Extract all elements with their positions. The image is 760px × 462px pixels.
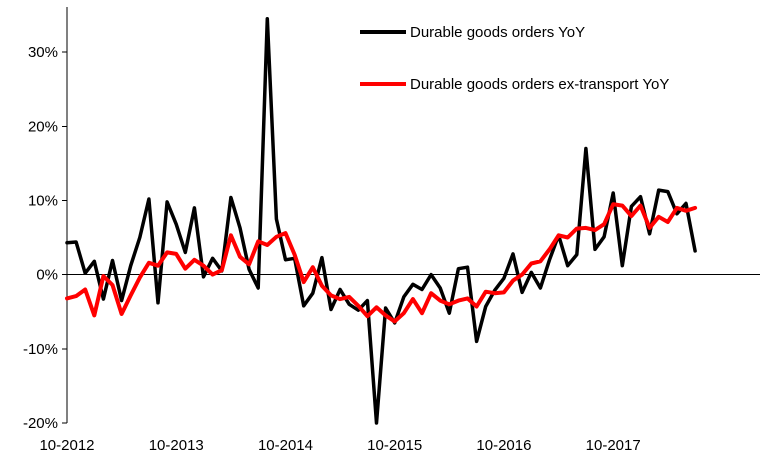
y-tick-label: -10%	[23, 341, 58, 358]
y-tick-label: 10%	[28, 192, 58, 209]
y-tick-label: 30%	[28, 44, 58, 61]
series-layer	[65, 16, 698, 425]
x-tick-label: 10-2014	[258, 437, 313, 454]
x-tick-label: 10-2012	[39, 437, 94, 454]
x-axis: 10-2012 10-2013 10-2014 10-2015 10-2016 10-20…	[39, 274, 760, 454]
x-tick-label: 10-2017	[586, 437, 641, 454]
x-tick-label: 10-2013	[149, 437, 204, 454]
series-line-durable-goods	[65, 16, 697, 425]
legend-label: Durable goods orders ex-transport YoY	[410, 76, 669, 93]
legend-label: Durable goods orders YoY	[410, 24, 585, 41]
y-axis: -20% -10% 0% 10% 20% 30%	[23, 7, 68, 432]
x-tick-label: 10-2015	[367, 437, 422, 454]
y-tick-label: 20%	[28, 118, 58, 135]
x-tick-label: 10-2016	[476, 437, 531, 454]
legend: Durable goods orders YoY Durable goods or…	[360, 24, 669, 93]
series-line-ex-transport	[65, 202, 698, 324]
y-tick-label: 0%	[36, 267, 58, 284]
y-tick-label: -20%	[23, 415, 58, 432]
